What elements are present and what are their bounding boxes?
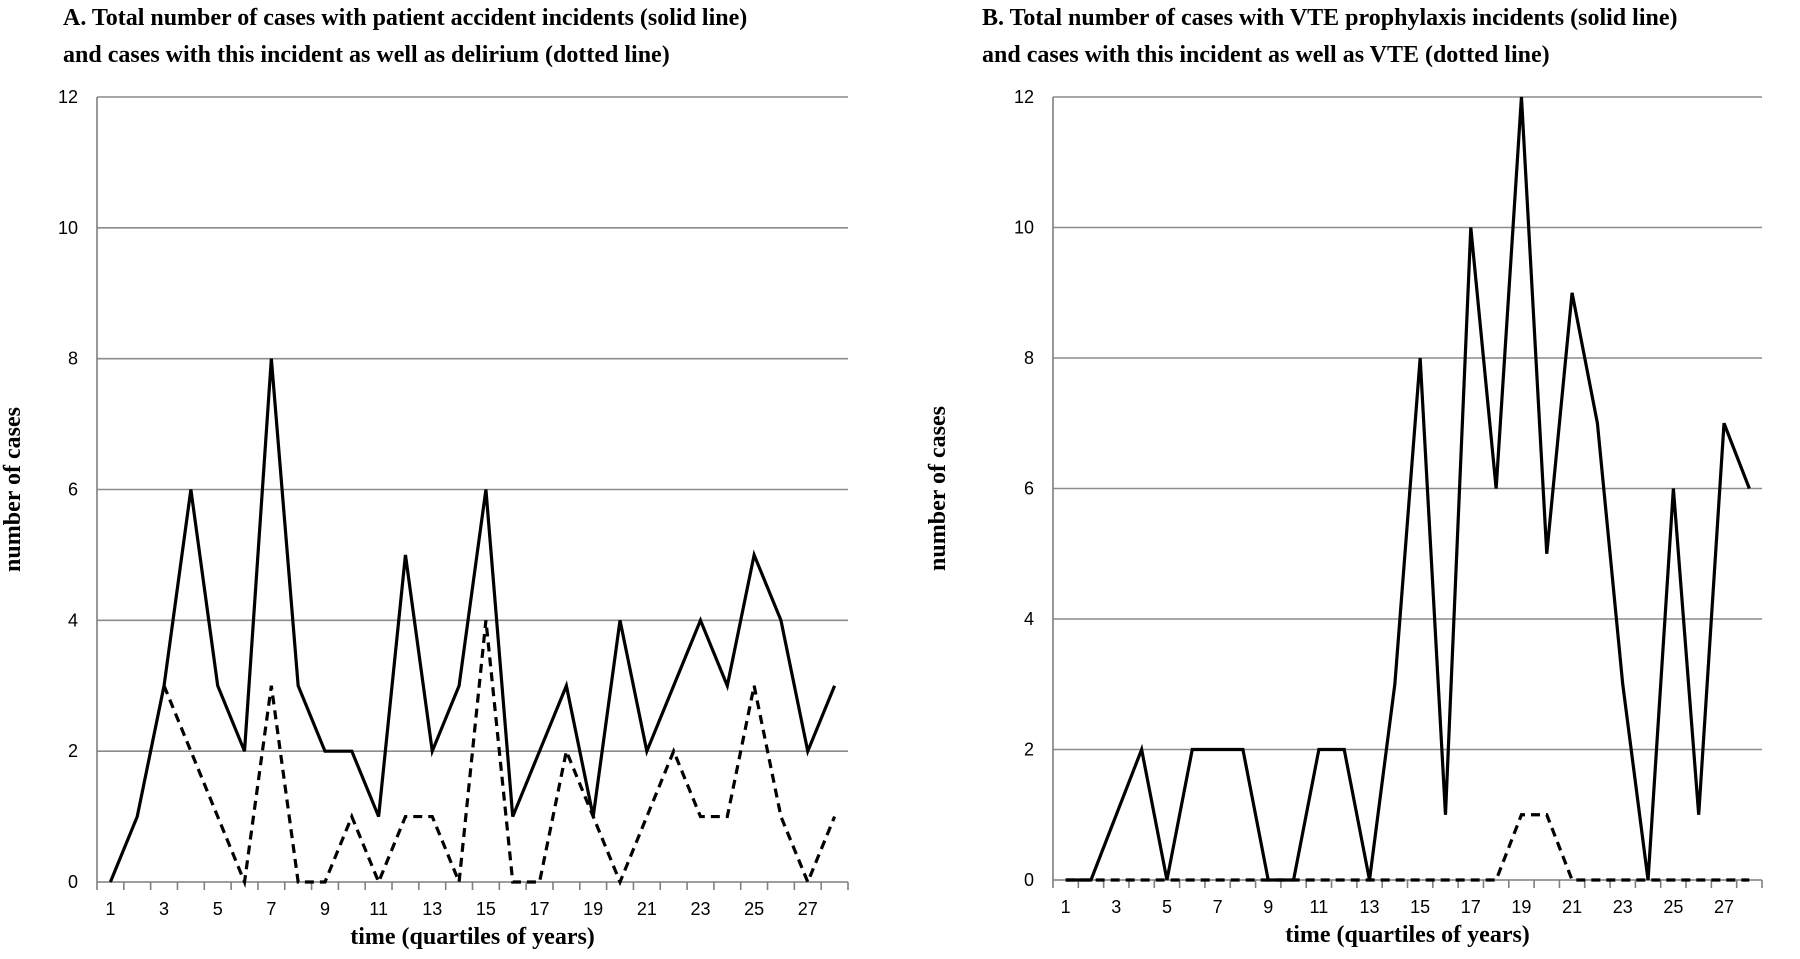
solid-series-line — [108, 358, 837, 883]
x-tick-label: 15 — [1410, 897, 1430, 917]
x-tick-label: 3 — [159, 899, 169, 919]
x-tick-label: 7 — [266, 899, 276, 919]
y-tick-label: 2 — [1024, 740, 1034, 760]
y-tick-label: 6 — [1024, 479, 1034, 499]
x-tick-label: 27 — [798, 899, 818, 919]
y-tick-label: 8 — [1024, 348, 1034, 368]
x-axis-label: time (quartiles of years) — [350, 924, 595, 950]
x-tick-label: 1 — [105, 899, 115, 919]
solid-series-line — [1065, 96, 1751, 882]
x-tick-label: 13 — [422, 899, 442, 919]
dotted-series-line — [162, 620, 837, 889]
x-tick-label: 23 — [690, 899, 710, 919]
chart-title-line-2: and cases with this incident as well as … — [982, 42, 1550, 68]
x-tick-label: 5 — [1162, 897, 1172, 917]
x-tick-label: 13 — [1360, 897, 1380, 917]
x-axis-label: time (quartiles of years) — [1285, 922, 1530, 948]
x-tick-label: 19 — [583, 899, 603, 919]
y-tick-label: 6 — [68, 480, 78, 500]
x-tick-label: 9 — [1263, 897, 1273, 917]
y-tick-label: 0 — [1024, 870, 1034, 890]
x-tick-label: 9 — [320, 899, 330, 919]
x-tick-label: 3 — [1111, 897, 1121, 917]
x-tick-label: 25 — [1663, 897, 1683, 917]
x-tick-label: 15 — [476, 899, 496, 919]
x-tick-label: 5 — [213, 899, 223, 919]
y-tick-label: 0 — [68, 872, 78, 892]
chart-panel-a: A. Total number of cases with patient ac… — [0, 0, 849, 950]
y-tick-label: 4 — [68, 610, 78, 630]
x-tick-label: 11 — [1310, 897, 1329, 917]
chart-title-line-1: B. Total number of cases with VTE prophy… — [982, 5, 1678, 31]
y-tick-label: 10 — [1014, 218, 1034, 238]
x-tick-label: 17 — [530, 899, 550, 919]
chart-title-line-2: and cases with this incident as well as … — [63, 42, 670, 68]
x-tick-label: 7 — [1213, 897, 1223, 917]
y-axis-label: number of cases — [0, 407, 26, 572]
y-tick-label: 12 — [58, 87, 78, 107]
y-tick-label: 4 — [1024, 609, 1034, 629]
x-tick-label: 21 — [1562, 897, 1582, 917]
x-tick-label: 1 — [1061, 897, 1071, 917]
x-tick-label: 27 — [1714, 897, 1734, 917]
y-tick-label: 2 — [68, 741, 78, 761]
chart-title: A. Total number of cases with patient ac… — [63, 0, 747, 74]
x-tick-label: 23 — [1613, 897, 1633, 917]
y-tick-label: 12 — [1014, 87, 1034, 107]
x-tick-label: 11 — [369, 899, 388, 919]
chart-title-line-1: A. Total number of cases with patient ac… — [63, 5, 748, 31]
y-axis-label: number of cases — [925, 406, 951, 571]
dotted-series-line — [1065, 813, 1750, 882]
y-tick-label: 8 — [68, 349, 78, 369]
y-tick-label: 10 — [58, 218, 78, 238]
x-tick-label: 21 — [637, 899, 657, 919]
chart-panel-b: B. Total number of cases with VTE prophy… — [900, 0, 1800, 959]
x-tick-label: 25 — [744, 899, 764, 919]
chart-title: B. Total number of cases with VTE prophy… — [982, 0, 1677, 74]
x-tick-label: 17 — [1461, 897, 1481, 917]
x-tick-label: 19 — [1511, 897, 1531, 917]
